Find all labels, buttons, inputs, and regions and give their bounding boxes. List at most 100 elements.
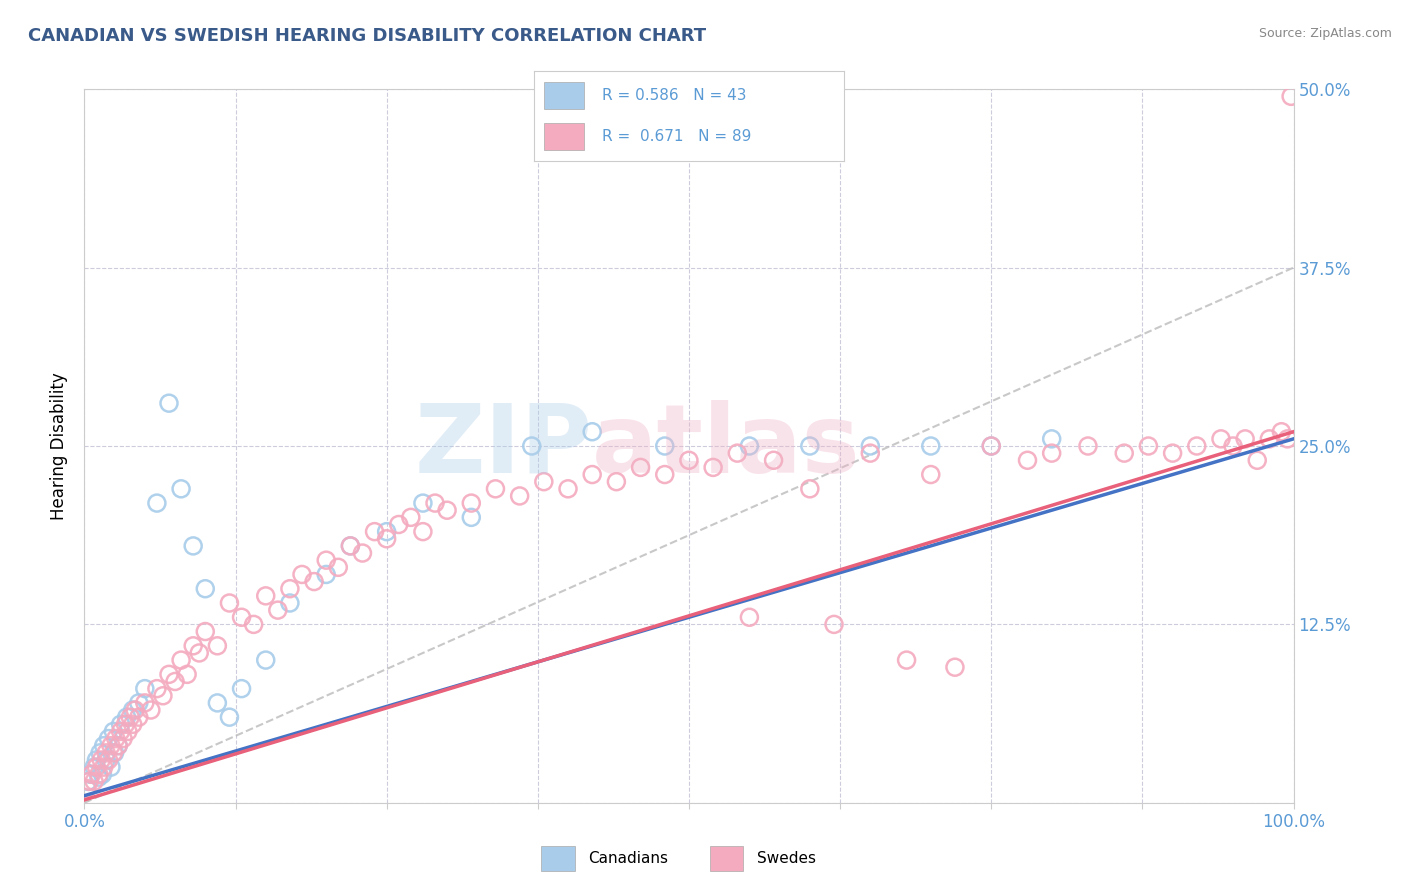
Point (104, 731, 127, 746)
Text: Swedes: Swedes (756, 851, 815, 866)
Point (207, 639, 229, 653)
Point (762, 453, 785, 467)
Point (339, 539, 361, 553)
Point (799, 439, 821, 453)
Point (1114, 446, 1136, 460)
Point (218, 710, 240, 724)
Point (1161, 446, 1184, 460)
Point (157, 667, 180, 681)
Point (94, 753, 117, 767)
Point (859, 439, 882, 453)
Point (630, 460, 652, 475)
Bar (544, 123, 583, 150)
Point (1258, 432, 1281, 446)
Point (980, 439, 1002, 453)
Text: R =  0.671   N = 89: R = 0.671 N = 89 (602, 129, 752, 144)
Point (557, 482, 579, 496)
Point (1277, 432, 1299, 446)
Point (278, 596, 301, 610)
Point (117, 724, 139, 739)
Point (823, 617, 845, 632)
Point (363, 524, 385, 539)
Point (128, 710, 150, 724)
Point (134, 681, 156, 696)
Text: Canadians: Canadians (588, 851, 668, 866)
Point (207, 696, 229, 710)
Point (581, 467, 603, 482)
Point (436, 503, 458, 517)
Point (83, 760, 105, 774)
Point (254, 653, 277, 667)
Point (1234, 432, 1257, 446)
Point (375, 532, 398, 546)
Point (1279, 89, 1302, 103)
Point (79, 767, 101, 781)
Point (654, 439, 676, 453)
Point (83, 774, 105, 789)
Text: ZIP: ZIP (415, 400, 592, 492)
Point (170, 653, 193, 667)
Point (146, 681, 169, 696)
Point (165, 674, 187, 689)
Point (278, 582, 301, 596)
Point (460, 496, 482, 510)
Point (120, 710, 142, 724)
Point (112, 731, 135, 746)
Bar (544, 82, 583, 109)
Point (181, 539, 204, 553)
Point (738, 439, 761, 453)
Text: R = 0.586   N = 43: R = 0.586 N = 43 (602, 88, 747, 103)
Point (859, 446, 882, 460)
Point (1270, 425, 1292, 439)
Point (93, 739, 115, 753)
Point (1077, 439, 1099, 453)
Point (412, 524, 434, 539)
Point (107, 739, 129, 753)
Point (920, 439, 942, 453)
Point (509, 489, 531, 503)
Point (302, 574, 325, 589)
Point (581, 425, 603, 439)
Point (605, 475, 627, 489)
Point (896, 653, 918, 667)
Point (423, 496, 446, 510)
Point (107, 739, 129, 753)
Point (121, 703, 143, 717)
Point (654, 467, 676, 482)
Point (115, 710, 138, 724)
Point (725, 446, 748, 460)
Point (100, 739, 122, 753)
Point (114, 717, 136, 731)
Point (267, 603, 290, 617)
Point (157, 396, 180, 410)
Point (170, 482, 193, 496)
Point (799, 482, 821, 496)
Point (194, 624, 217, 639)
Point (103, 724, 125, 739)
Point (920, 467, 942, 482)
Point (97, 753, 120, 767)
Point (87, 767, 110, 781)
Point (1185, 439, 1208, 453)
Point (1040, 432, 1063, 446)
Point (128, 696, 150, 710)
Point (91, 767, 114, 781)
Point (1017, 453, 1039, 467)
Point (231, 610, 253, 624)
Text: atlas: atlas (592, 400, 860, 492)
Point (328, 560, 350, 574)
Point (1246, 453, 1268, 467)
Point (134, 696, 156, 710)
Point (152, 689, 174, 703)
Point (121, 717, 143, 731)
Point (315, 567, 337, 582)
Point (181, 639, 204, 653)
Point (87, 770, 110, 784)
Point (484, 482, 506, 496)
Bar (710, 847, 744, 871)
Point (533, 475, 555, 489)
Point (94, 746, 117, 760)
Text: CANADIAN VS SWEDISH HEARING DISABILITY CORRELATION CHART: CANADIAN VS SWEDISH HEARING DISABILITY C… (28, 27, 706, 45)
Point (1209, 432, 1232, 446)
Point (86, 760, 108, 774)
